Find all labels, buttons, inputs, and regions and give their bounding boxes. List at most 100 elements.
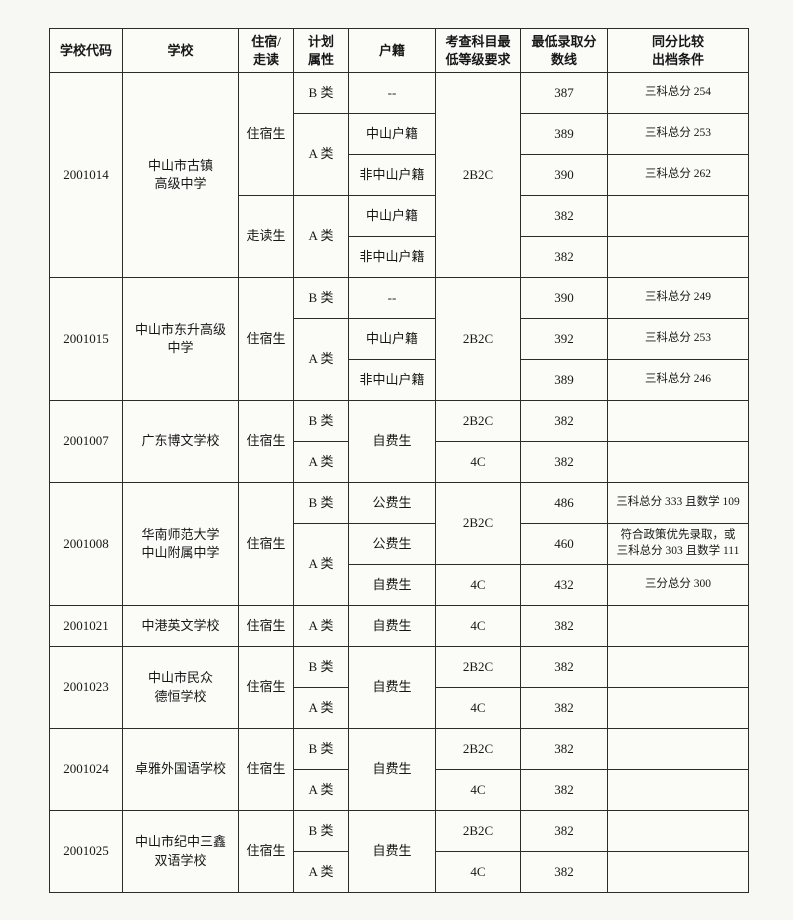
min-score-cell: 392 xyxy=(520,318,608,360)
table-row: A 类公费生 460 符合政策优先录取，或 三科总分 303 且数学 111 xyxy=(50,523,749,606)
boarding-type-cell: 住宿生 xyxy=(238,605,294,647)
tiebreak-condition-cell: 三科总分 249 xyxy=(607,277,749,319)
table-row: 2001014 中山市古镇 高级中学 住宿生 B 类 -- 2B2C 387 三科总分 254 xyxy=(49,72,749,278)
plan-type-cell: A 类 xyxy=(293,441,349,483)
col-header-school-code: 学校代码 xyxy=(49,28,123,73)
school-name-cell: 中山市民众 德恒学校 xyxy=(122,646,239,729)
tiebreak-condition-cell xyxy=(607,646,749,688)
tiebreak-condition-cell: 三科总分 253 xyxy=(607,318,749,360)
registration-cell: -- xyxy=(348,277,436,319)
table-row: 2001015 中山市东升高级 中学 住宿生 B 类 -- 2B2C 390 三科总分 249 xyxy=(49,277,749,401)
boarding-type-cell: 住宿生 xyxy=(238,277,294,401)
tiebreak-condition-cell: 三科总分 253 xyxy=(607,113,749,155)
school-name-cell: 中山市纪中三鑫 双语学校 xyxy=(122,810,239,893)
subject-requirement-cell: 4C xyxy=(435,605,521,647)
boarding-type-cell: 住宿生 xyxy=(238,646,294,729)
subject-requirement-cell: 4C xyxy=(435,851,521,893)
registration-cell: 中山户籍 xyxy=(348,318,436,360)
table-row: 2001023 中山市民众 德恒学校 住宿生 B 类自费生 2B2C 382 xyxy=(49,646,749,729)
subject-requirement-cell: 2B2C xyxy=(435,728,521,770)
school-name-cell: 中山市古镇 高级中学 xyxy=(122,72,239,278)
tiebreak-condition-cell xyxy=(607,195,749,237)
min-score-cell: 389 xyxy=(520,113,608,155)
table-row: 2001007 广东博文学校 住宿生 B 类自费生 2B2C 382 xyxy=(49,400,749,483)
min-score-cell: 389 xyxy=(520,359,608,401)
min-score-cell: 382 xyxy=(520,769,608,811)
tiebreak-condition-cell: 三分总分 300 xyxy=(607,564,749,606)
subject-requirement-cell: 4C xyxy=(435,564,521,606)
min-score-cell: 382 xyxy=(520,400,608,442)
school-code-cell: 2001024 xyxy=(49,728,123,811)
plan-type-cell: B 类 xyxy=(293,72,349,114)
min-score-cell: 432 xyxy=(520,564,608,606)
min-score-cell: 382 xyxy=(520,195,608,237)
boarding-type-cell: 住宿生 xyxy=(238,810,294,893)
school-code-cell: 2001023 xyxy=(49,646,123,729)
boarding-type-cell: 住宿生 xyxy=(238,72,294,196)
subject-requirement-cell: 2B2C xyxy=(435,482,521,565)
registration-cell: 非中山户籍 xyxy=(348,359,436,401)
table-row: 2001008 华南师范大学 中山附属中学 住宿生 B 类公费生 2B2C 486 三科总分… xyxy=(49,482,749,606)
table-body: 2001014 中山市古镇 高级中学 住宿生 B 类 -- 2B2C 387 三科总分 254… xyxy=(49,72,749,893)
table-row: 2001024 卓雅外国语学校 住宿生 B 类自费生 2B2C 382 xyxy=(49,728,749,811)
tiebreak-condition-cell xyxy=(607,728,749,770)
subject-requirement-cell: 2B2C xyxy=(435,277,521,401)
min-score-cell: 486 xyxy=(520,482,608,524)
registration-cell: 公费生 xyxy=(348,482,436,524)
tiebreak-condition-cell: 三科总分 333 且数学 109 xyxy=(607,482,749,524)
col-header-plan: 计划 属性 xyxy=(293,28,349,73)
table-row: 2001025 中山市纪中三鑫 双语学校 住宿生 B 类自费生 2B2C 382 xyxy=(49,810,749,893)
min-score-cell: 460 xyxy=(520,523,608,565)
school-code-cell: 2001014 xyxy=(49,72,123,278)
registration-cell: 自费生 xyxy=(348,810,436,893)
col-header-boarding: 住宿/ 走读 xyxy=(238,28,294,73)
registration-cell: 公费生 xyxy=(348,523,436,565)
min-score-cell: 382 xyxy=(520,687,608,729)
header-row: 学校代码 学校 住宿/ 走读 计划 属性 户籍 考查科目最 低等级要求 最低录取分 数线 同分… xyxy=(49,28,749,73)
tiebreak-condition-cell: 三科总分 254 xyxy=(607,72,749,114)
registration-cell: -- xyxy=(348,72,436,114)
min-score-cell: 390 xyxy=(520,154,608,196)
boarding-type-cell: 住宿生 xyxy=(238,482,294,606)
plan-type-cell: B 类 xyxy=(293,400,349,442)
school-code-cell: 2001008 xyxy=(49,482,123,606)
table-row: 2001021 中港英文学校 住宿生 A 类自费生 4C 382 xyxy=(49,605,749,647)
tiebreak-condition-cell xyxy=(607,400,749,442)
plan-type-cell: B 类 xyxy=(293,728,349,770)
plan-type-cell: A 类 xyxy=(293,523,349,606)
plan-type-cell: A 类 xyxy=(293,605,349,647)
table-row: A 类 4C 382 xyxy=(50,687,749,729)
registration-cell: 中山户籍 xyxy=(348,195,436,237)
plan-type-cell: A 类 xyxy=(293,687,349,729)
col-header-subject-req: 考查科目最 低等级要求 xyxy=(435,28,521,73)
tiebreak-condition-cell: 三科总分 262 xyxy=(607,154,749,196)
table-row: A 类中山户籍 392 三科总分 253 xyxy=(50,318,749,401)
registration-cell: 自费生 xyxy=(348,646,436,729)
plan-type-cell: B 类 xyxy=(293,277,349,319)
min-score-cell: 382 xyxy=(520,236,608,278)
subject-requirement-cell: 2B2C xyxy=(435,72,521,278)
min-score-cell: 382 xyxy=(520,646,608,688)
registration-cell: 非中山户籍 xyxy=(348,236,436,278)
boarding-type-cell: 走读生 xyxy=(238,195,294,278)
tiebreak-condition-cell xyxy=(607,236,749,278)
tiebreak-condition-cell xyxy=(607,810,749,852)
subject-requirement-cell: 2B2C xyxy=(435,400,521,442)
min-score-cell: 382 xyxy=(520,851,608,893)
plan-type-cell: B 类 xyxy=(293,646,349,688)
school-code-cell: 2001015 xyxy=(49,277,123,401)
school-code-cell: 2001025 xyxy=(49,810,123,893)
table-row: 走读生 A 类中山户籍 382 xyxy=(50,195,749,278)
plan-type-cell: A 类 xyxy=(293,195,349,278)
school-name-cell: 广东博文学校 xyxy=(122,400,239,483)
registration-cell: 自费生 xyxy=(348,728,436,811)
tiebreak-condition-cell xyxy=(607,605,749,647)
min-score-cell: 382 xyxy=(520,441,608,483)
plan-type-cell: A 类 xyxy=(293,113,349,196)
min-score-cell: 382 xyxy=(520,605,608,647)
plan-type-cell: A 类 xyxy=(293,769,349,811)
min-score-cell: 382 xyxy=(520,728,608,770)
subject-requirement-cell: 2B2C xyxy=(435,810,521,852)
col-header-registration: 户籍 xyxy=(348,28,436,73)
table-row: A 类 4C 382 xyxy=(50,769,749,811)
